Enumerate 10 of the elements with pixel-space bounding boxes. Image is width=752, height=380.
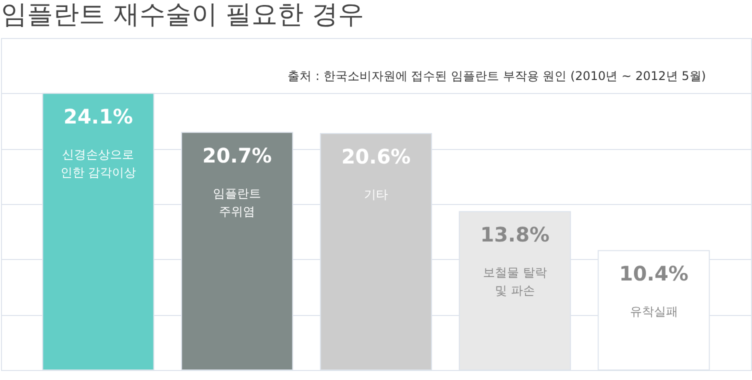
data-label: 20.7% [202,143,272,168]
source-note: 출처 : 한국소비자원에 접수된 임플란트 부작용 원인 (2010년 ~ 2012년 5월) [288,69,706,83]
data-label: 10.4% [619,262,688,286]
data-label: 24.1% [64,104,133,128]
x-tick-label: 유착실패 [630,304,678,319]
data-label: 13.8% [480,222,550,247]
chart-title: 임플란트 재수술이 필요한 경우 [1,0,364,30]
x-tick-label: 신경손상으로 인한 감각이상 [60,147,136,180]
x-tick-label: 임플란트 주위염 [213,186,262,218]
x-tick-label: 보철물 탈락 및 파손 [482,266,547,298]
